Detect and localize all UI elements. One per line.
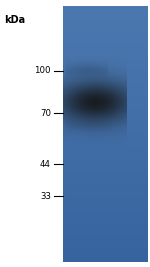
Text: 100: 100 <box>34 66 51 75</box>
Text: 33: 33 <box>40 192 51 201</box>
Text: 44: 44 <box>40 160 51 169</box>
Text: kDa: kDa <box>4 15 26 25</box>
Text: 70: 70 <box>40 109 51 118</box>
